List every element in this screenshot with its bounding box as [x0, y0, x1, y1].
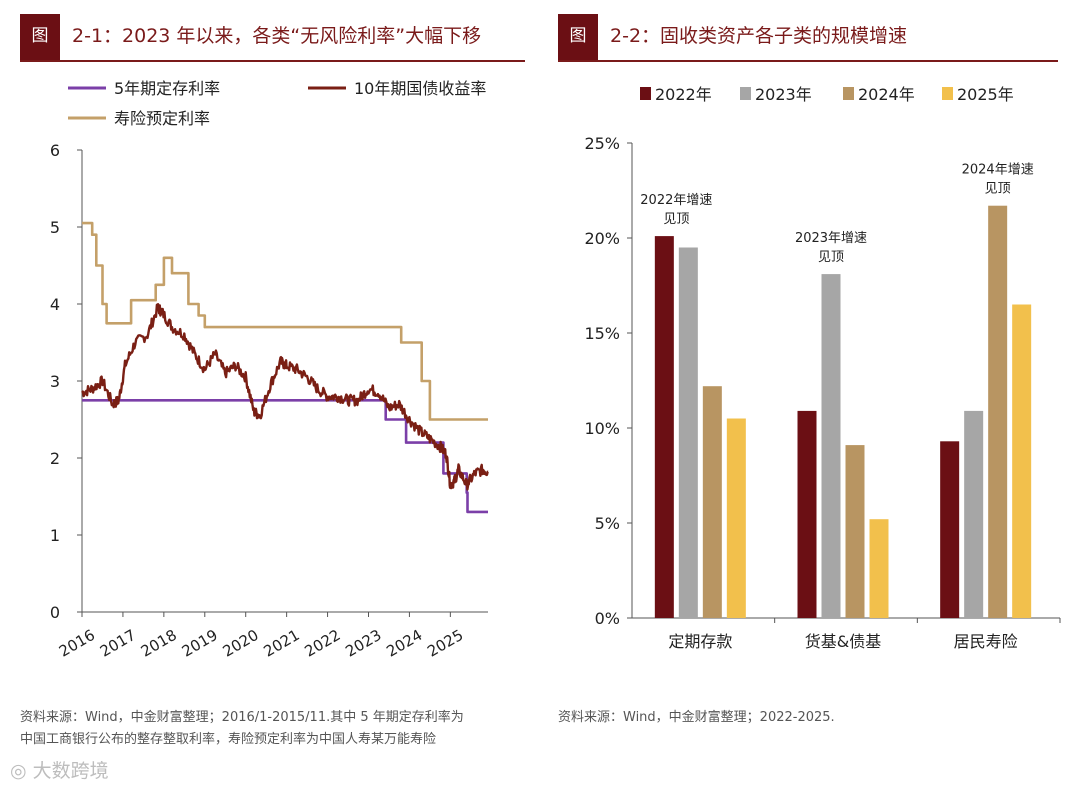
- y-tick-label: 25%: [584, 134, 620, 153]
- rate-line-chart: 5年期定存利率 10年期国债收益率寿险预定利率012345620162017201…: [50, 79, 489, 661]
- deposit-rate-line: [82, 399, 488, 514]
- x-tick-label: 2020: [220, 626, 262, 661]
- x-tick-label: 2022: [301, 626, 343, 661]
- growth-bar-chart: 2022年 2023年 2024年 2025年 0% 5% 10% 15% 20% 25% 定期存款…: [584, 85, 1061, 651]
- x-tick-label: 2021: [261, 626, 303, 661]
- figure-tag-left: 图: [20, 14, 60, 60]
- x-tick-label: 2018: [138, 626, 180, 661]
- y-tick-label: 15%: [584, 324, 620, 343]
- bond-yield-line: [81, 303, 489, 491]
- figure-tag-right: 图: [558, 14, 598, 60]
- bar-2022年-货基&债基: [797, 410, 817, 618]
- left-figure-header: 图 2-1：2023 年以来，各类“无风险利率”大幅下移: [20, 14, 525, 62]
- y-tick-label: 10%: [584, 419, 620, 438]
- y-tick-label: 0: [50, 603, 60, 622]
- legend-label-2025年: 2025年: [957, 85, 1014, 104]
- left-source-line-1: 资料来源：Wind，中金财富整理；2016/1-2015/11.其中 5 年期定…: [20, 710, 464, 725]
- insurance-rate-line: [82, 221, 488, 421]
- left-figure-title: 2-1：2023 年以来，各类“无风险利率”大幅下移: [72, 25, 482, 47]
- x-tick-label: 2017: [97, 626, 139, 661]
- y-tick-label: 3: [50, 372, 60, 391]
- bar-2025年-居民寿险: [1012, 304, 1032, 618]
- y-tick-label: 4: [50, 295, 60, 314]
- x-tick-label: 2016: [56, 626, 98, 661]
- y-tick-label: 6: [50, 141, 60, 160]
- left-source-note: 资料来源：Wind，中金财富整理；2016/1-2015/11.其中 5 年期定…: [20, 707, 530, 751]
- x-tick-label: 2023: [342, 626, 384, 661]
- annotation-line2: 见顶: [818, 250, 844, 265]
- category-label: 定期存款: [668, 632, 732, 651]
- x-tick-label: 2019: [179, 626, 221, 661]
- bar-2022年-定期存款: [654, 236, 674, 618]
- bar-2023年-居民寿险: [964, 410, 984, 618]
- annotation-line2: 见顶: [985, 182, 1011, 197]
- legend-label-2023年: 2023年: [755, 85, 812, 104]
- y-tick-label: 2: [50, 449, 60, 468]
- y-tick-label: 1: [50, 526, 60, 545]
- annotation-line2: 见顶: [663, 212, 689, 227]
- y-tick-label: 5: [50, 218, 60, 237]
- annotation-line1: 2023年增速: [795, 231, 867, 246]
- left-source-line-2: 中国工商银行公布的整存整取利率，寿险预定利率为中国人寿某万能寿险: [20, 732, 437, 747]
- annotation-line1: 2024年增速: [962, 163, 1034, 178]
- annotation-line1: 2022年增速: [640, 193, 712, 208]
- watermark: ◎ 大数跨境: [10, 756, 109, 783]
- right-figure-header: 图 2-2：固收类资产各子类的规模增速: [558, 14, 1058, 62]
- legend-swatch-2024年: [843, 87, 854, 100]
- legend-swatch-2022年: [640, 87, 651, 100]
- legend-swatch-2023年: [740, 87, 751, 100]
- x-tick-label: 2025: [424, 626, 466, 661]
- watermark-text: 大数跨境: [32, 760, 109, 782]
- y-tick-label: 20%: [584, 229, 620, 248]
- legend-label-2: 寿险预定利率: [114, 109, 210, 128]
- bar-2024年-居民寿险: [988, 205, 1008, 618]
- y-tick-label: 0%: [595, 609, 620, 628]
- right-source-note: 资料来源：Wind，中金财富整理；2022-2025.: [558, 710, 835, 725]
- bar-2025年-定期存款: [726, 418, 746, 618]
- category-label: 货基&债基: [805, 632, 881, 651]
- bar-2024年-货基&债基: [845, 445, 865, 618]
- watermark-logo-icon: ◎: [10, 760, 33, 782]
- bar-2023年-货基&债基: [821, 274, 841, 618]
- legend-swatch-2025年: [942, 87, 953, 100]
- category-label: 居民寿险: [954, 632, 1018, 651]
- legend-label-2024年: 2024年: [858, 85, 915, 104]
- x-tick-label: 2024: [383, 626, 425, 661]
- legend-label-1: 10年期国债收益率: [354, 79, 486, 98]
- right-figure-title: 2-2：固收类资产各子类的规模增速: [610, 25, 908, 47]
- y-tick-label: 5%: [595, 514, 620, 533]
- legend-label-0: 5年期定存利率: [114, 79, 220, 98]
- bar-2023年-定期存款: [678, 247, 698, 618]
- bar-2022年-居民寿险: [940, 441, 960, 618]
- bar-2024年-定期存款: [702, 386, 722, 618]
- legend-label-2022年: 2022年: [655, 85, 712, 104]
- bar-2025年-货基&债基: [869, 519, 889, 618]
